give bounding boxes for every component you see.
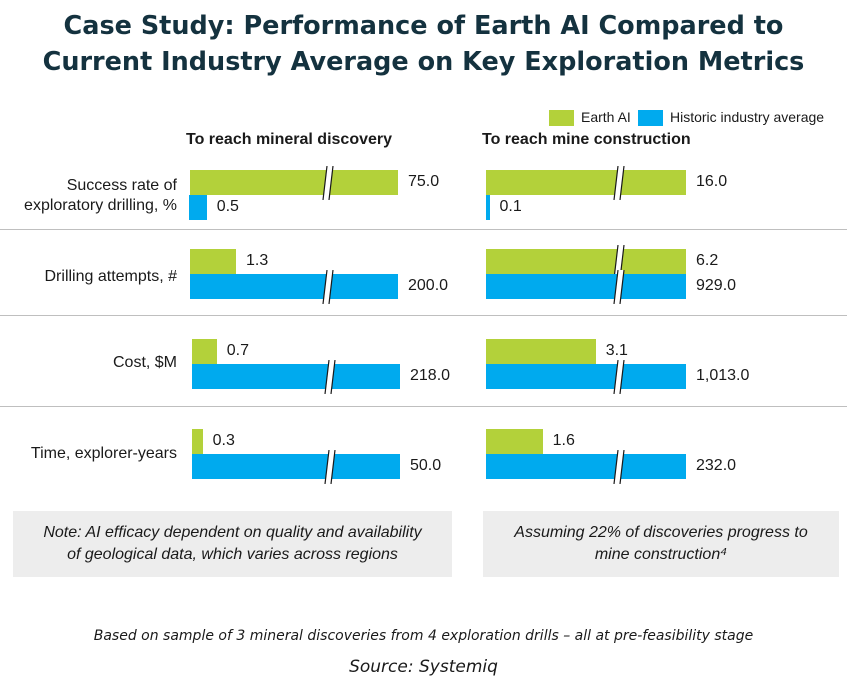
legend-swatch-historic (638, 110, 663, 126)
bar-earth-ai-value-label: 16.0 (696, 173, 728, 190)
axis-break-mark (324, 450, 336, 484)
note-line: Assuming 22% of discoveries progress to (514, 524, 808, 541)
legend-swatch-earth-ai (549, 110, 574, 126)
bar-earth-ai (486, 339, 596, 364)
bar-historic (190, 274, 398, 299)
category-label-line: Cost, $M (112, 354, 177, 371)
panel-title-construction: To reach mine construction (482, 131, 691, 148)
bar-earth-ai-value-label: 6.2 (696, 252, 719, 269)
panel-title-discovery: To reach mineral discovery (186, 131, 393, 148)
bar-historic (192, 364, 400, 389)
bar-earth-ai (190, 249, 236, 274)
legend-label-historic: Historic industry average (670, 109, 825, 125)
row-separator (0, 229, 847, 230)
axis-break-mark (322, 270, 334, 304)
legend-label-earth-ai: Earth AI (581, 109, 631, 125)
bar-earth-ai-value-label: 1.6 (552, 432, 575, 449)
bar-historic (486, 454, 686, 479)
bar-earth-ai (192, 339, 217, 364)
axis-break-mark (613, 166, 625, 200)
note-box-discovery: Note: AI efficacy dependent on quality a… (13, 511, 452, 577)
bar-historic-value-label: 232.0 (696, 457, 737, 474)
category-label-success-rate: Success rate of exploratory drilling, % (24, 176, 177, 216)
bar-historic-value-label: 1,013.0 (696, 367, 750, 384)
category-label-line: Success rate of (66, 177, 177, 194)
bar-historic-value-label: 50.0 (410, 457, 442, 474)
note-box-construction: Assuming 22% of discoveries progress to … (483, 511, 839, 577)
axis-break-mark (613, 270, 625, 304)
bar-earth-ai-value-label: 3.1 (605, 342, 628, 359)
bar-earth-ai (192, 429, 203, 454)
bar-earth-ai-value-label: 1.3 (246, 252, 269, 269)
bar-historic-value-label: 218.0 (410, 367, 451, 384)
chart-title: Case Study: Performance of Earth AI Comp… (0, 8, 847, 80)
axis-break-mark (613, 360, 625, 394)
category-label-line: Drilling attempts, # (44, 268, 178, 285)
bar-historic-value-label: 0.1 (499, 198, 522, 215)
bar-earth-ai (486, 249, 686, 274)
source: Source: Systemiq (349, 657, 498, 677)
bar-historic-value-label: 200.0 (408, 277, 449, 294)
chart-title-line-1: Case Study: Performance of Earth AI Comp… (63, 11, 784, 41)
footnote: Based on sample of 3 mineral discoveries… (93, 628, 754, 644)
bar-earth-ai (486, 170, 686, 195)
row-separator (0, 315, 847, 316)
category-label-cost: Cost, $M (113, 353, 177, 373)
bar-earth-ai-value-label: 0.7 (226, 342, 250, 359)
category-label-line: exploratory drilling, % (24, 197, 177, 214)
bar-historic (486, 364, 686, 389)
category-label-line: Time, explorer-years (30, 445, 177, 462)
axis-break-mark (613, 450, 625, 484)
note-line: of geological data, which varies across … (67, 546, 398, 563)
note-line: Note: AI efficacy dependent on quality a… (43, 524, 422, 541)
bar-earth-ai-value-label: 75.0 (408, 173, 440, 190)
category-label-time: Time, explorer-years (31, 444, 177, 464)
category-label-drilling-attempts: Drilling attempts, # (45, 267, 178, 287)
row-separator (0, 406, 847, 407)
note-line: mine construction⁴ (594, 546, 728, 563)
bar-historic (192, 454, 400, 479)
bar-historic (189, 195, 207, 220)
bar-historic-value-label: 929.0 (696, 277, 737, 294)
bar-historic (486, 274, 686, 299)
bar-historic (486, 195, 490, 220)
bar-earth-ai (190, 170, 398, 195)
bar-historic-value-label: 0.5 (216, 198, 239, 215)
axis-break-mark (324, 360, 336, 394)
chart-title-line-2: Current Industry Average on Key Explorat… (42, 47, 805, 77)
axis-break-mark (322, 166, 334, 200)
bar-earth-ai-value-label: 0.3 (212, 432, 235, 449)
bar-earth-ai (486, 429, 543, 454)
